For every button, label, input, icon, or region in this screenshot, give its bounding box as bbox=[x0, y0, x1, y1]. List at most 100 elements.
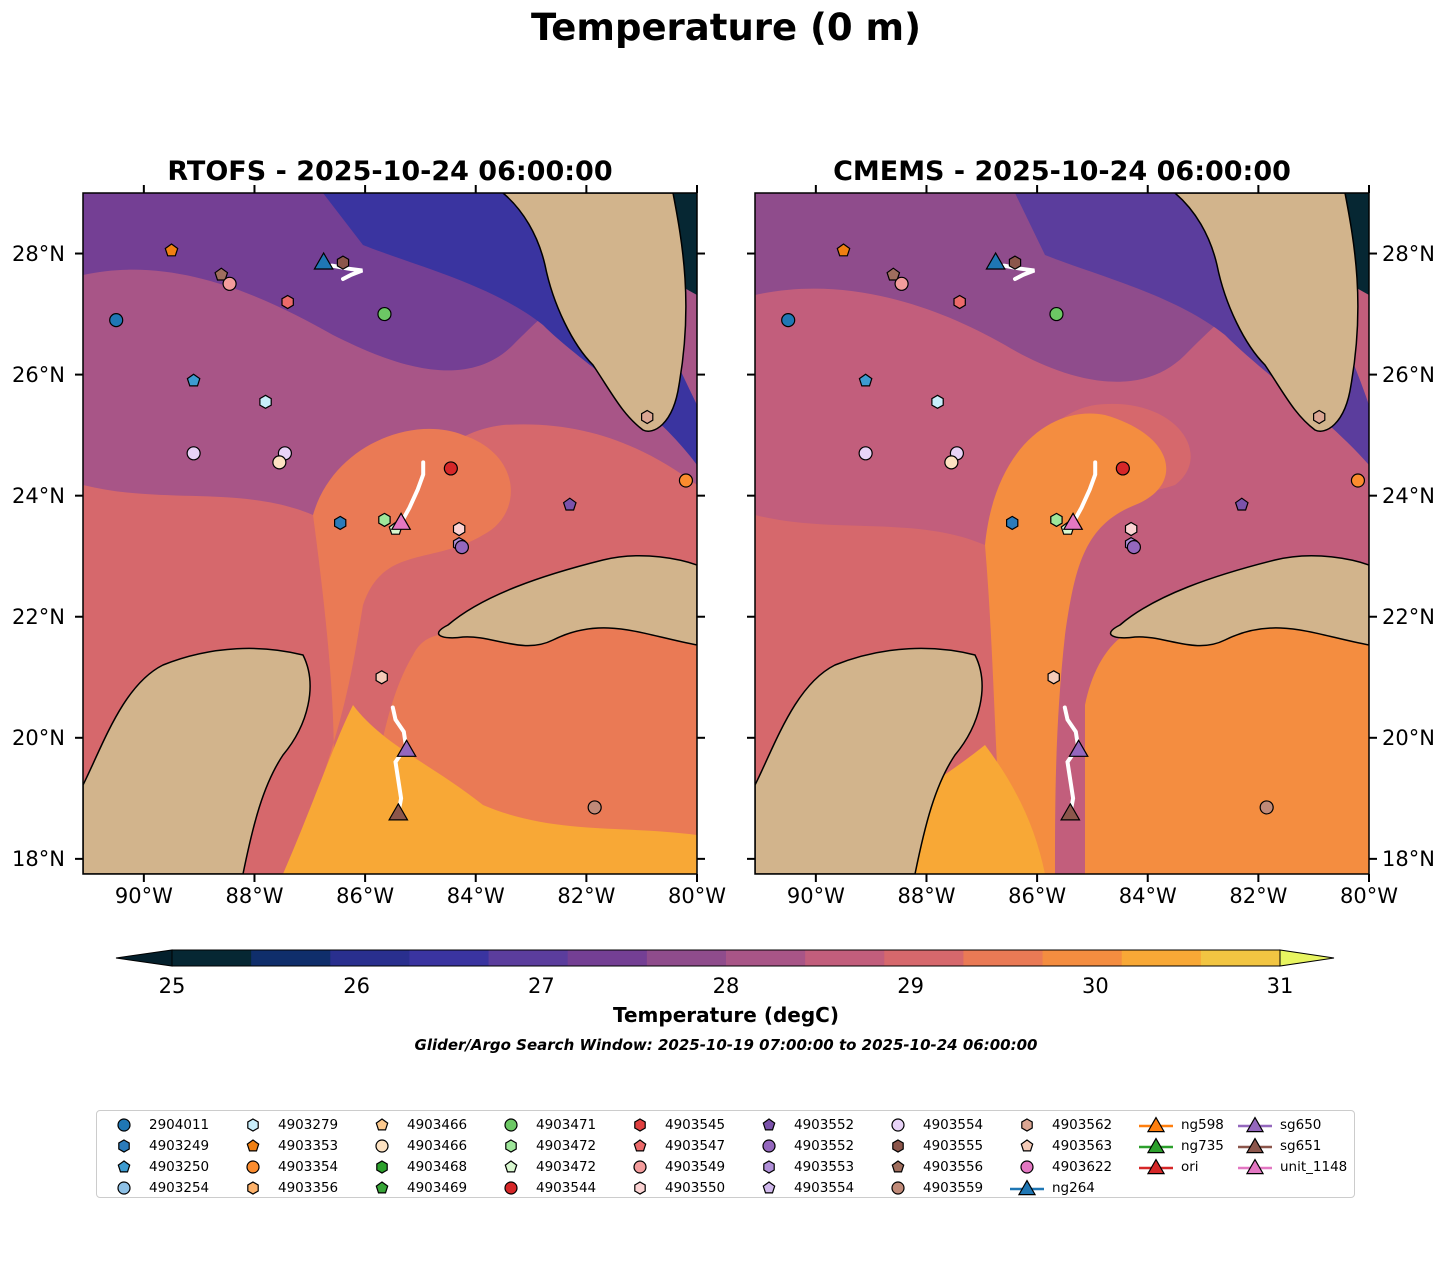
legend-circle-icon[interactable] bbox=[504, 1181, 518, 1195]
float-marker-4903544[interactable] bbox=[443, 461, 458, 476]
legend-circle-icon[interactable] bbox=[633, 1160, 647, 1174]
lat-tick-label: 24°N bbox=[1382, 483, 1435, 508]
legend-pentagon-icon[interactable] bbox=[246, 1139, 260, 1152]
float-marker-4903547[interactable] bbox=[281, 294, 294, 310]
legend-circle-icon[interactable] bbox=[762, 1139, 776, 1153]
float-marker-4903549[interactable] bbox=[894, 276, 909, 291]
float-marker-4903249[interactable] bbox=[334, 515, 347, 531]
float-marker-4903552b[interactable] bbox=[454, 540, 470, 555]
glider-marker-sg651[interactable] bbox=[388, 802, 409, 821]
float-marker-4903466[interactable] bbox=[272, 455, 287, 470]
float-marker-4903555[interactable] bbox=[336, 255, 350, 270]
colorbar-segment bbox=[1121, 950, 1202, 966]
legend-circle-icon[interactable] bbox=[504, 1118, 518, 1132]
float-marker-4903562[interactable] bbox=[640, 409, 654, 425]
legend-marker-icon bbox=[1139, 1158, 1173, 1175]
legend-item-ng264: ng264 bbox=[1010, 1178, 1095, 1198]
figure-title: Temperature (0 m) bbox=[530, 6, 922, 49]
legend-triangle-icon[interactable] bbox=[1146, 1137, 1166, 1154]
legend-item-4903555: 4903555 bbox=[881, 1136, 983, 1156]
glider-marker-ng264[interactable] bbox=[313, 251, 334, 270]
float-marker-4903279[interactable] bbox=[259, 394, 272, 409]
legend-pentagon-icon[interactable] bbox=[633, 1139, 647, 1152]
legend-hexagon-icon[interactable] bbox=[505, 1139, 517, 1153]
float-marker-4903550[interactable] bbox=[1124, 521, 1138, 537]
legend-hexagon-icon[interactable] bbox=[247, 1181, 259, 1195]
legend-pentagon-icon[interactable] bbox=[762, 1181, 776, 1194]
float-marker-4903466[interactable] bbox=[944, 455, 959, 470]
float-marker-4903550[interactable] bbox=[452, 521, 466, 537]
legend-hexagon-icon[interactable] bbox=[634, 1181, 646, 1195]
legend-pentagon-icon[interactable] bbox=[1020, 1139, 1034, 1152]
legend-triangle-icon[interactable] bbox=[1146, 1116, 1166, 1133]
glider-marker-ng264[interactable] bbox=[985, 251, 1006, 270]
legend-pentagon-icon[interactable] bbox=[891, 1160, 905, 1173]
float-marker-4903563[interactable] bbox=[1047, 670, 1060, 685]
legend-hexagon-icon[interactable] bbox=[247, 1118, 259, 1132]
float-marker-4903555[interactable] bbox=[1008, 255, 1022, 270]
map-panel-rtofs[interactable] bbox=[75, 185, 705, 882]
legend-pentagon-icon[interactable] bbox=[375, 1181, 389, 1194]
legend-pentagon-icon[interactable] bbox=[375, 1118, 389, 1131]
float-marker-4903250[interactable] bbox=[858, 373, 873, 387]
float-marker-4903554[interactable] bbox=[186, 446, 201, 461]
float-marker-2904011[interactable] bbox=[109, 313, 124, 328]
float-marker-4903547[interactable] bbox=[953, 294, 966, 310]
legend-circle-icon[interactable] bbox=[375, 1139, 389, 1153]
float-marker-4903554[interactable] bbox=[858, 446, 873, 461]
float-marker-4903552b[interactable] bbox=[1126, 540, 1142, 555]
legend-hexagon-icon[interactable] bbox=[892, 1139, 904, 1153]
legend-marker-icon bbox=[1020, 1160, 1034, 1174]
glider-marker-unit_1148[interactable] bbox=[1062, 512, 1084, 530]
legend-circle-icon[interactable] bbox=[1020, 1160, 1034, 1174]
glider-marker-sg650[interactable] bbox=[396, 739, 417, 757]
float-marker-4903471[interactable] bbox=[377, 306, 392, 322]
float-marker-4903472[interactable] bbox=[1050, 512, 1063, 528]
float-marker-4903563[interactable] bbox=[375, 670, 388, 685]
legend-circle-icon[interactable] bbox=[891, 1181, 905, 1195]
float-marker-4903549[interactable] bbox=[222, 276, 237, 291]
legend-circle-icon[interactable] bbox=[117, 1118, 131, 1132]
float-marker-4903250[interactable] bbox=[186, 373, 201, 387]
glider-marker-unit_1148[interactable] bbox=[390, 512, 412, 530]
legend-hexagon-icon[interactable] bbox=[1021, 1118, 1033, 1132]
legend-pentagon-icon[interactable] bbox=[117, 1160, 131, 1173]
legend-triangle-icon[interactable] bbox=[1245, 1116, 1265, 1133]
float-marker-4903556[interactable] bbox=[214, 267, 229, 281]
legend-triangle-icon[interactable] bbox=[1017, 1179, 1037, 1196]
float-marker-4903552[interactable] bbox=[1234, 497, 1249, 511]
legend-hexagon-icon[interactable] bbox=[118, 1139, 130, 1153]
colorbar-tick-label: 28 bbox=[712, 974, 740, 998]
float-marker-4903353[interactable] bbox=[164, 243, 179, 257]
float-marker-4903279[interactable] bbox=[931, 394, 944, 409]
legend-triangle-icon[interactable] bbox=[1245, 1158, 1265, 1175]
float-marker-4903472[interactable] bbox=[378, 512, 391, 528]
float-marker-4903354[interactable] bbox=[1350, 473, 1366, 488]
float-marker-4903471[interactable] bbox=[1049, 306, 1064, 322]
legend-pentagon-icon[interactable] bbox=[762, 1118, 776, 1131]
legend-pentagon-icon[interactable] bbox=[504, 1160, 518, 1173]
float-marker-4903354[interactable] bbox=[678, 473, 694, 488]
glider-marker-sg651[interactable] bbox=[1060, 802, 1081, 821]
float-marker-4903559[interactable] bbox=[587, 800, 602, 815]
colorbar-tick-label: 27 bbox=[527, 974, 555, 998]
float-marker-4903353[interactable] bbox=[836, 243, 851, 257]
map-panel-cmems[interactable] bbox=[747, 185, 1377, 882]
float-marker-4903562[interactable] bbox=[1312, 409, 1326, 425]
float-marker-4903552[interactable] bbox=[562, 497, 577, 511]
legend-circle-icon[interactable] bbox=[246, 1160, 260, 1174]
legend-hexagon-icon[interactable] bbox=[634, 1118, 646, 1132]
legend-triangle-icon[interactable] bbox=[1245, 1137, 1265, 1154]
legend-hexagon-icon[interactable] bbox=[376, 1160, 388, 1174]
float-marker-4903556[interactable] bbox=[886, 267, 901, 281]
float-marker-4903544[interactable] bbox=[1115, 461, 1130, 476]
glider-marker-sg650[interactable] bbox=[1068, 739, 1089, 757]
legend-triangle-icon[interactable] bbox=[1146, 1158, 1166, 1175]
legend-hexagon-icon[interactable] bbox=[763, 1160, 775, 1174]
float-marker-4903249[interactable] bbox=[1006, 515, 1019, 531]
legend-circle-icon[interactable] bbox=[891, 1118, 905, 1132]
float-marker-2904011[interactable] bbox=[781, 313, 796, 328]
land-florida bbox=[501, 193, 687, 432]
legend-circle-icon[interactable] bbox=[117, 1181, 131, 1195]
float-marker-4903559[interactable] bbox=[1259, 800, 1274, 815]
